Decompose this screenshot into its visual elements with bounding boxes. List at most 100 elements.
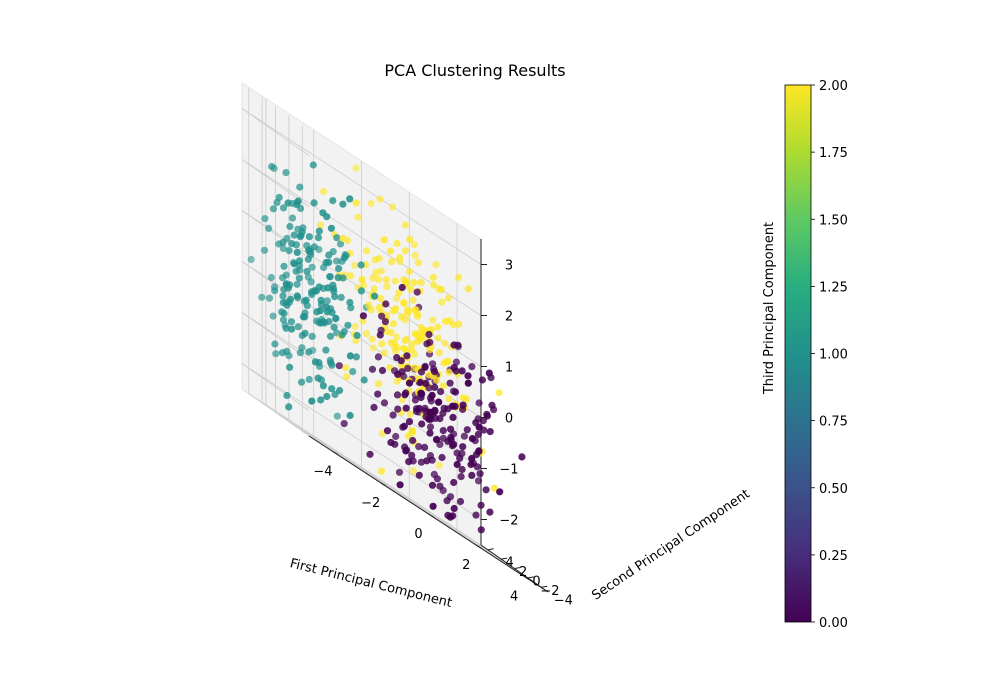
scatter-point-cluster-0	[450, 363, 458, 372]
scatter-point-cluster-0	[392, 432, 400, 441]
scatter-point-cluster-1	[327, 359, 335, 367]
scatter-point-cluster-0	[447, 436, 455, 444]
y-tick-label: 4	[506, 556, 514, 571]
scatter-point-cluster-1	[260, 246, 269, 254]
scatter-point-cluster-2	[403, 306, 412, 314]
colorbar-tick-label: 0.00	[819, 616, 848, 631]
scatter-point-cluster-2	[401, 221, 409, 229]
scatter-point-cluster-2	[412, 330, 420, 338]
grid-line	[288, 421, 529, 579]
scatter-point-cluster-1	[333, 257, 341, 265]
scatter-point-cluster-2	[359, 281, 367, 290]
scatter-point-cluster-2	[417, 278, 425, 286]
scatter-point-cluster-2	[403, 335, 411, 343]
scatter-point-cluster-1	[346, 195, 354, 203]
scatter-point-cluster-2	[406, 410, 414, 418]
scatter-point-cluster-2	[389, 320, 397, 328]
scatter-point-cluster-0	[403, 352, 411, 360]
scatter-point-cluster-1	[334, 274, 342, 282]
scatter-point-cluster-1	[337, 293, 345, 301]
scatter-point-cluster-1	[325, 251, 333, 259]
scatter-point-cluster-0	[450, 478, 458, 487]
scatter-point-cluster-1	[286, 295, 295, 303]
colorbar-tick-label: 1.00	[819, 348, 848, 363]
scatter-point-cluster-2	[435, 349, 443, 357]
scatter-point-cluster-2	[380, 236, 388, 244]
scatter-point-cluster-1	[335, 264, 343, 273]
scatter-point-cluster-0	[401, 391, 409, 399]
scatter-point-cluster-0	[457, 473, 465, 481]
scatter-point-cluster-1	[279, 274, 287, 282]
scatter-point-cluster-2	[351, 322, 359, 330]
scatter-point-cluster-2	[395, 289, 403, 297]
scatter-point-cluster-1	[279, 292, 287, 300]
scatter-point-cluster-1	[338, 331, 346, 339]
scatter-point-cluster-0	[482, 486, 490, 494]
scatter-point-cluster-2	[409, 467, 417, 475]
scatter-point-cluster-2	[495, 389, 503, 397]
scatter-point-cluster-2	[352, 199, 360, 207]
scatter-point-cluster-2	[408, 427, 416, 435]
scatter-point-cluster-0	[423, 457, 431, 465]
y-tick	[501, 557, 508, 560]
scatter-point-cluster-2	[414, 259, 422, 267]
grid-line	[241, 363, 482, 520]
scatter-point-cluster-2	[430, 281, 438, 289]
scatter-point-cluster-1	[293, 280, 301, 288]
y-axis-label: Second Principal Component	[589, 487, 752, 604]
scatter-point-cluster-0	[378, 312, 386, 320]
scatter-point-cluster-0	[428, 391, 436, 399]
scatter-point-cluster-1	[280, 262, 288, 270]
scatter-point-cluster-1	[329, 285, 338, 293]
scatter-point-cluster-0	[418, 420, 426, 428]
scatter-point-cluster-2	[437, 286, 445, 294]
scatter-point-cluster-1	[271, 340, 279, 348]
scatter-point-cluster-0	[335, 362, 343, 370]
scatter-point-cluster-0	[450, 504, 458, 513]
scatter-point-cluster-1	[330, 323, 338, 331]
scatter-point-cluster-1	[285, 247, 293, 255]
scatter-point-cluster-0	[468, 363, 476, 371]
scatter-point-cluster-2	[383, 283, 391, 291]
scatter-point-cluster-0	[452, 358, 460, 366]
scatter-point-cluster-2	[367, 199, 375, 208]
scatter-point-cluster-1	[305, 375, 313, 384]
x-tick	[380, 482, 386, 487]
scatter-point-cluster-1	[282, 324, 290, 332]
scatter-points	[247, 161, 526, 534]
scatter-point-cluster-0	[431, 383, 439, 391]
scatter-point-cluster-1	[308, 263, 316, 271]
scatter-point-cluster-1	[297, 232, 305, 240]
scatter-point-cluster-1	[290, 231, 298, 239]
scatter-point-cluster-1	[346, 298, 354, 307]
scatter-point-cluster-0	[447, 425, 455, 433]
scatter-point-cluster-2	[339, 234, 347, 242]
scatter-point-cluster-0	[368, 365, 377, 373]
x-axis-label: First Principal Component	[288, 556, 453, 611]
scatter-point-cluster-2	[393, 294, 401, 302]
scatter-point-cluster-1	[267, 273, 275, 282]
scatter-point-cluster-0	[486, 428, 494, 436]
scatter-point-cluster-0	[472, 511, 480, 519]
colorbar-tick-label: 1.50	[819, 213, 848, 228]
scatter-point-cluster-1	[333, 234, 341, 242]
scatter-point-cluster-2	[387, 328, 395, 337]
z-tick-label: 3	[505, 259, 513, 274]
scatter-point-cluster-1	[290, 260, 298, 268]
scatter-point-cluster-2	[400, 299, 408, 307]
scatter-point-cluster-1	[319, 382, 327, 390]
scatter-point-cluster-1	[303, 302, 311, 310]
scatter-point-cluster-1	[323, 392, 331, 401]
scatter-point-cluster-2	[320, 187, 328, 195]
scatter-point-cluster-2	[420, 326, 428, 334]
scatter-point-cluster-1	[371, 292, 379, 300]
scatter-point-cluster-0	[395, 468, 404, 476]
scatter-point-cluster-2	[410, 241, 418, 249]
scatter-point-cluster-1	[304, 273, 312, 281]
scatter-point-cluster-1	[331, 293, 339, 301]
scatter-point-cluster-0	[496, 488, 504, 496]
scatter-point-cluster-0	[426, 338, 434, 346]
grid-line	[241, 363, 310, 411]
y-tick-label: 2	[519, 565, 527, 580]
